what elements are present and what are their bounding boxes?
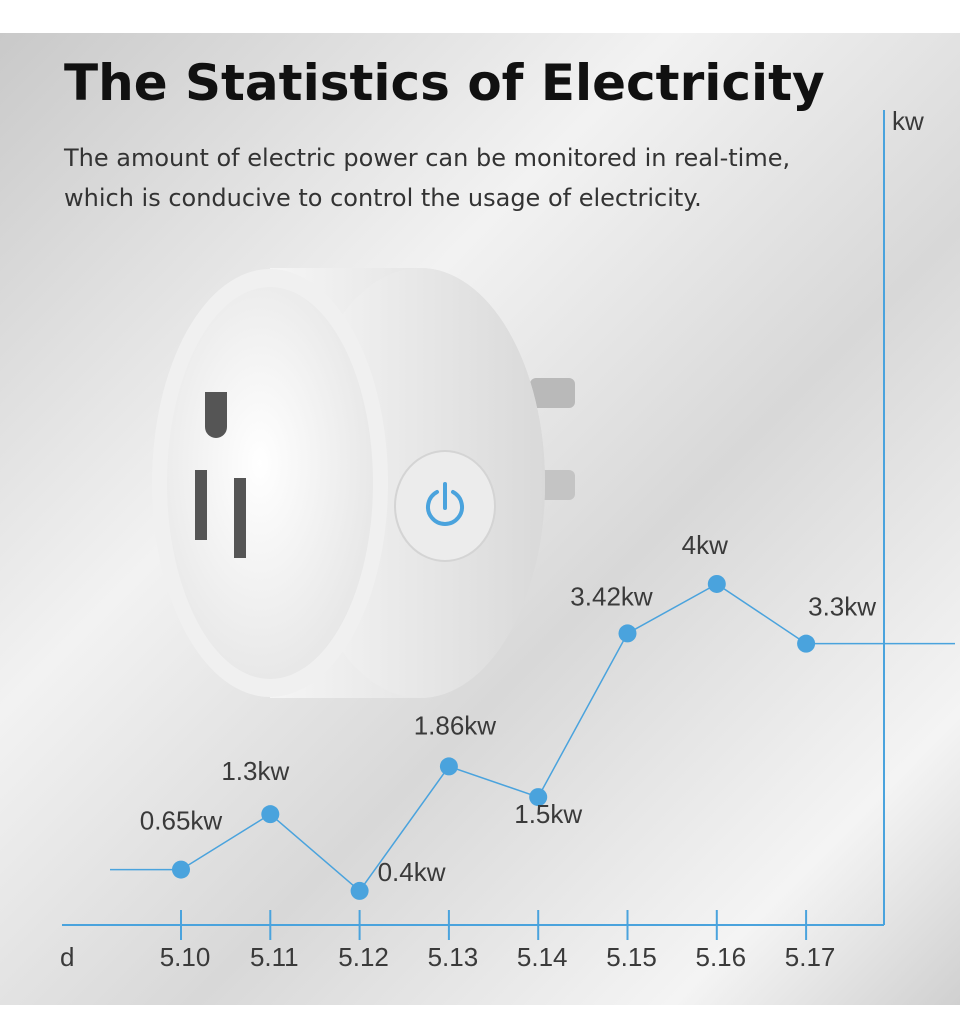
- x-tick-label: 5.13: [428, 942, 479, 972]
- x-tick-label: 5.11: [250, 942, 299, 972]
- data-point: [529, 788, 548, 807]
- subtitle-line: The amount of electric power can be moni…: [63, 144, 790, 172]
- x-axis-label: d: [60, 942, 74, 972]
- data-label: 3.42kw: [570, 581, 653, 611]
- data-point: [261, 805, 280, 824]
- data-point: [797, 634, 816, 653]
- y-axis-label: kw: [892, 106, 924, 136]
- data-point: [172, 860, 190, 879]
- x-tick-label: 5.16: [695, 942, 746, 972]
- data-point: [350, 881, 369, 900]
- data-point: [439, 757, 458, 776]
- data-label: 3.3kw: [808, 592, 876, 622]
- x-tick-label: 5.10: [160, 942, 211, 972]
- chart-title: The Statistics of Electricity: [64, 54, 825, 112]
- data-line: [180, 583, 807, 892]
- data-label: 0.65kw: [140, 806, 223, 836]
- x-tick-label: 5.12: [338, 942, 389, 972]
- data-point: [707, 574, 726, 593]
- data-label: 4kw: [682, 530, 728, 560]
- data-label: 1.5kw: [514, 799, 582, 829]
- data-point: [618, 624, 637, 643]
- x-tick-label: 5.15: [606, 942, 657, 972]
- data-label: 0.4kw: [378, 857, 446, 887]
- x-tick-label: 5.14: [517, 942, 568, 972]
- smart-plug-illustration: [152, 268, 575, 698]
- subtitle-line: which is conducive to control the usage …: [64, 184, 702, 212]
- data-label: 1.86kw: [414, 710, 497, 740]
- x-tick-label: 5.17: [785, 942, 836, 972]
- data-label: 1.3kw: [221, 756, 289, 786]
